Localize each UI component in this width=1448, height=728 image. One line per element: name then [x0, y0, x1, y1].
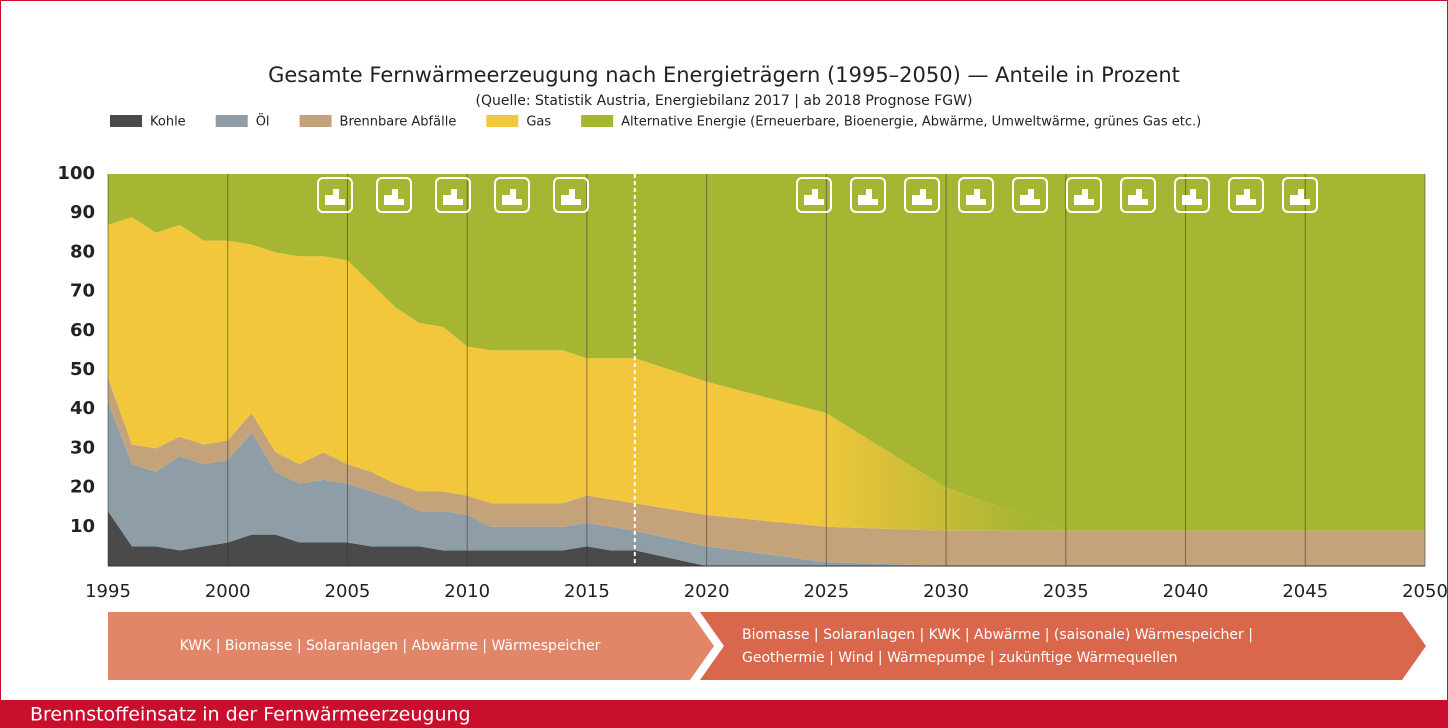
x-tick-label: 1995 [85, 581, 131, 602]
area [108, 401, 1425, 566]
icon-glyph [912, 189, 932, 205]
caption: Brennstoffeinsatz in der Fernwärmeerzeug… [30, 704, 471, 726]
icon-glyph [325, 189, 345, 205]
icon-glyph [804, 189, 824, 205]
x-tick-label: 2020 [684, 581, 730, 602]
icon-glyph [966, 189, 986, 205]
icon [850, 177, 886, 213]
icon [1228, 177, 1264, 213]
legend-label: Kohle [150, 115, 186, 130]
icon-glyph [1020, 189, 1040, 205]
legend: Kohle Öl Brennbare Abfälle Gas Alternative E… [110, 113, 1201, 130]
icon [1174, 177, 1210, 213]
icon [1012, 177, 1048, 213]
y-tick-label: 80 [70, 241, 95, 262]
x-tick-label: 2000 [205, 581, 251, 602]
y-tick-label: 50 [70, 359, 95, 380]
legend-swatch [581, 115, 614, 127]
phase-band [700, 612, 1426, 680]
x-tick-label: 2025 [803, 581, 849, 602]
y-tick-label: 40 [70, 398, 95, 419]
icon [317, 177, 353, 213]
icon-glyph [502, 189, 522, 205]
icon-glyph [1182, 189, 1202, 205]
icon [435, 177, 471, 213]
x-tick-label: 2030 [923, 581, 969, 602]
icon-glyph [384, 189, 404, 205]
icon [904, 177, 940, 213]
y-tick-label: 90 [70, 202, 95, 223]
legend-label: Brennbare Abfälle [340, 115, 457, 130]
y-tick-label: 70 [70, 281, 95, 302]
legend-label: Alternative Energie (Erneuerbare, Bioene… [621, 115, 1201, 130]
icon [1066, 177, 1102, 213]
icon-glyph [443, 189, 463, 205]
icon [796, 177, 832, 213]
x-tick-label: 2040 [1163, 581, 1209, 602]
icon [958, 177, 994, 213]
legend-label: Gas [526, 115, 551, 130]
chart-subtitle: (Quelle: Statistik Austria, Energiebilan… [476, 93, 973, 109]
phase-label: Biomasse | Solaranlagen | KWK | Abwärme … [742, 627, 1253, 643]
icon [1120, 177, 1156, 213]
x-tick-label: 2005 [325, 581, 371, 602]
chart-title: Gesamte Fernwärmeerzeugung nach Energiet… [268, 63, 1180, 87]
icon-glyph [1074, 189, 1094, 205]
legend-swatch [110, 115, 142, 127]
icon [1282, 177, 1318, 213]
x-tick-label: 2010 [444, 581, 490, 602]
legend-swatch [486, 115, 519, 127]
legend-swatch [215, 115, 248, 127]
y-tick-label: 10 [70, 516, 95, 537]
y-tick-label: 30 [70, 437, 95, 458]
phase-label: KWK | Biomasse | Solaranlagen | Abwärme … [180, 638, 601, 654]
caption-bar [0, 700, 1448, 728]
icon-glyph [1236, 189, 1256, 205]
icon [376, 177, 412, 213]
x-tick-label: 2050 [1402, 581, 1448, 602]
x-tick-label: 2045 [1282, 581, 1328, 602]
area [108, 377, 1425, 566]
icon [494, 177, 530, 213]
area [108, 174, 1425, 531]
area [108, 511, 1425, 566]
x-tick-label: 2015 [564, 581, 610, 602]
icon-glyph [1128, 189, 1148, 205]
area [108, 217, 1425, 531]
legend-label: Öl [256, 113, 270, 130]
icon-glyph [1290, 189, 1310, 205]
icon-glyph [858, 189, 878, 205]
x-tick-label: 2035 [1043, 581, 1089, 602]
legend-swatch [299, 115, 332, 127]
y-tick-label: 60 [70, 320, 95, 341]
phase-label: Geothermie | Wind | Wärmepumpe | zukünft… [742, 650, 1177, 666]
y-tick-label: 100 [57, 163, 95, 184]
phase-band [108, 612, 714, 680]
plot: 1995 2000 2005 2010 2015 2020 2025 2030 2035 2040… [57, 163, 1447, 602]
y-tick-label: 20 [70, 477, 95, 498]
icon-glyph [561, 189, 581, 205]
icon [553, 177, 589, 213]
